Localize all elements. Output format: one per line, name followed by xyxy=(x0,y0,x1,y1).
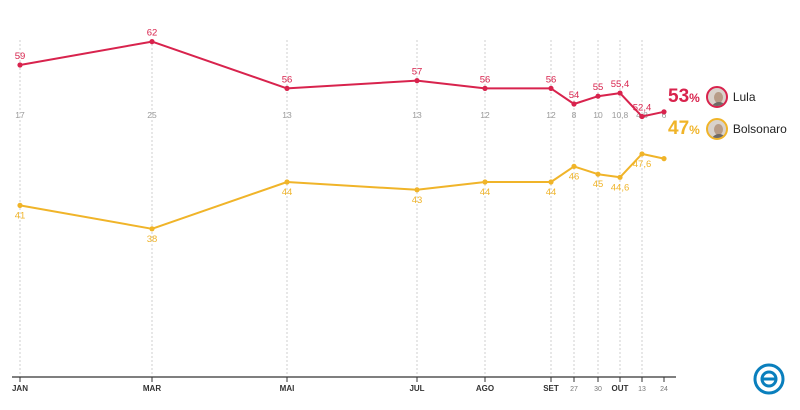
data-label-lula-6: 54 xyxy=(569,90,580,101)
legend-bolsonaro-value: 47 xyxy=(668,118,690,139)
gap-label-3: 13 xyxy=(412,110,422,120)
x-tick-label-0: JAN xyxy=(12,384,28,393)
legend-lula-percent: 53% xyxy=(668,86,700,108)
x-tick-label-4: AGO xyxy=(476,384,494,393)
legend-bolsonaro-unit: % xyxy=(689,123,700,137)
data-point-lula-8 xyxy=(617,90,623,96)
data-point-bolsonaro-1 xyxy=(149,226,155,232)
legend-bolsonaro: 47% Bolsonaro xyxy=(668,118,787,140)
data-point-lula-6 xyxy=(571,101,577,107)
legend-lula-value: 53 xyxy=(668,86,690,107)
data-label-bolsonaro-7: 45 xyxy=(593,179,604,190)
data-label-lula-8: 55,4 xyxy=(611,79,630,90)
data-labels: 59 62 56 57 56 56 54 55 55,4 52,4 41 38 44 43 44 44 46 45… xyxy=(15,28,652,245)
bolsonaro-avatar xyxy=(705,118,728,140)
data-label-lula-3: 57 xyxy=(412,67,423,78)
data-label-bolsonaro-2: 44 xyxy=(282,187,293,198)
data-label-bolsonaro-8: 44,6 xyxy=(611,182,630,193)
data-label-lula-9: 52,4 xyxy=(633,102,652,113)
lula-avatar xyxy=(705,86,728,108)
x-tick-label-1: MAR xyxy=(143,384,161,393)
data-label-bolsonaro-9: 47,6 xyxy=(633,159,652,170)
data-point-lula-1 xyxy=(149,39,155,45)
data-point-lula-3 xyxy=(414,78,420,84)
data-label-lula-0: 59 xyxy=(15,51,26,62)
data-point-bolsonaro-6 xyxy=(571,163,577,169)
data-point-bolsonaro-0 xyxy=(17,202,23,208)
gap-label-7: 10 xyxy=(593,110,603,120)
series-lines xyxy=(19,40,665,230)
data-label-lula-2: 56 xyxy=(282,74,293,85)
x-tick-label-3: JUL xyxy=(409,384,424,393)
gap-label-10: 6 xyxy=(662,110,667,120)
data-label-bolsonaro-4: 44 xyxy=(480,187,491,198)
gap-label-8: 10,8 xyxy=(612,110,629,120)
x-tick-label-6: 27 xyxy=(570,386,578,393)
legend-bolsonaro-name: Bolsonaro xyxy=(732,122,787,136)
data-label-lula-1: 62 xyxy=(147,28,158,39)
data-label-bolsonaro-1: 38 xyxy=(147,234,158,245)
x-tick-label-7: 30 xyxy=(594,386,602,393)
legend-lula-name: Lula xyxy=(732,90,756,104)
data-point-bolsonaro-10 xyxy=(661,156,667,162)
data-point-lula-7 xyxy=(595,93,601,99)
chart-gridlines xyxy=(19,40,643,376)
gap-label-6: 8 xyxy=(572,110,577,120)
data-point-bolsonaro-2 xyxy=(284,179,290,185)
gap-label-0: 17 xyxy=(15,110,25,120)
legend-bolsonaro-percent: 47% xyxy=(668,118,700,140)
gap-label-1: 25 xyxy=(147,110,157,120)
data-point-lula-4 xyxy=(482,85,488,91)
data-point-lula-0 xyxy=(17,62,23,68)
gap-label-5: 12 xyxy=(546,110,556,120)
series-line-lula xyxy=(19,40,665,118)
data-label-lula-4: 56 xyxy=(480,74,491,85)
data-label-bolsonaro-3: 43 xyxy=(412,195,423,206)
data-point-lula-2 xyxy=(284,85,290,91)
series-points xyxy=(17,39,667,232)
data-point-lula-5 xyxy=(548,85,554,91)
x-tick-label-9: 13 xyxy=(638,386,646,393)
data-point-bolsonaro-4 xyxy=(482,179,488,185)
x-axis: JAN MAR MAI JUL AGO SET 27 30 OUT 13 24 xyxy=(12,376,676,393)
data-label-bolsonaro-0: 41 xyxy=(15,210,26,221)
gap-label-4: 12 xyxy=(480,110,490,120)
x-tick-label-5: SET xyxy=(543,384,559,393)
gap-label-2: 13 xyxy=(282,110,292,120)
data-point-bolsonaro-9 xyxy=(639,151,645,157)
data-point-bolsonaro-7 xyxy=(595,171,601,177)
legend-lula: 53% Lula xyxy=(668,86,756,108)
data-point-lula-9 xyxy=(639,113,645,120)
data-label-bolsonaro-5: 44 xyxy=(546,187,557,198)
e-logo-icon xyxy=(753,363,785,395)
data-label-lula-5: 56 xyxy=(546,74,557,85)
data-label-lula-7: 55 xyxy=(593,82,604,93)
x-tick-label-2: MAI xyxy=(280,384,295,393)
x-tick-label-10: 24 xyxy=(660,386,668,393)
data-point-lula-10 xyxy=(661,109,667,115)
data-label-bolsonaro-6: 46 xyxy=(569,171,580,182)
data-point-bolsonaro-8 xyxy=(617,174,623,180)
data-point-bolsonaro-5 xyxy=(548,179,554,185)
data-point-bolsonaro-3 xyxy=(414,187,420,193)
legend-lula-unit: % xyxy=(689,91,700,105)
series-line-bolsonaro xyxy=(19,152,665,230)
x-tick-label-8: OUT xyxy=(612,384,629,393)
